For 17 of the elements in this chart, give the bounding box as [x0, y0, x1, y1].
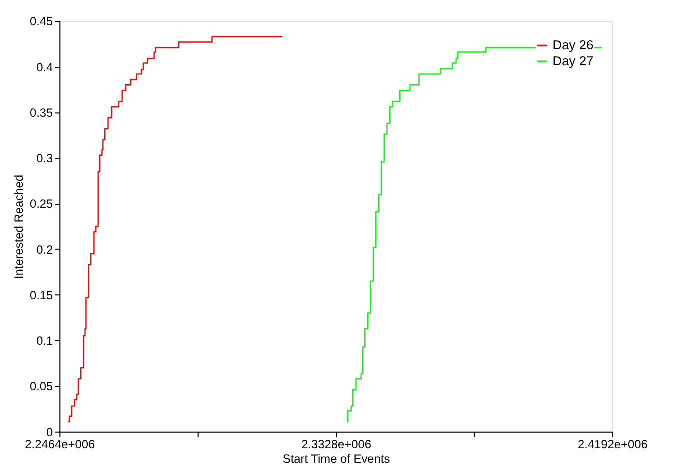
x-tick-label: 2.4192e+006: [578, 437, 648, 452]
y-tick-label: 0.05: [30, 380, 54, 394]
y-tick-label: 0: [46, 425, 54, 440]
y-axis-title: Interested Reached: [12, 175, 26, 280]
y-tick-label: 0.2: [36, 242, 54, 257]
x-axis-title: Start Time of Events: [282, 452, 390, 466]
legend-label: Day 27: [552, 53, 594, 68]
y-tick-label: 0.45: [30, 14, 54, 29]
y-tick-label: 0.4: [36, 60, 54, 74]
y-tick-label: 0.1: [36, 334, 54, 348]
x-tick-label: 2.3328e+006: [302, 437, 372, 452]
y-tick-label: 0.35: [30, 106, 54, 120]
y-tick-label: 0.3: [36, 152, 54, 166]
y-tick-label: 0.15: [30, 288, 54, 302]
legend-label: Day 26: [552, 38, 594, 53]
y-tick-label: 0.25: [30, 197, 54, 212]
x-tick-label: 2.2464e+006: [25, 437, 96, 452]
